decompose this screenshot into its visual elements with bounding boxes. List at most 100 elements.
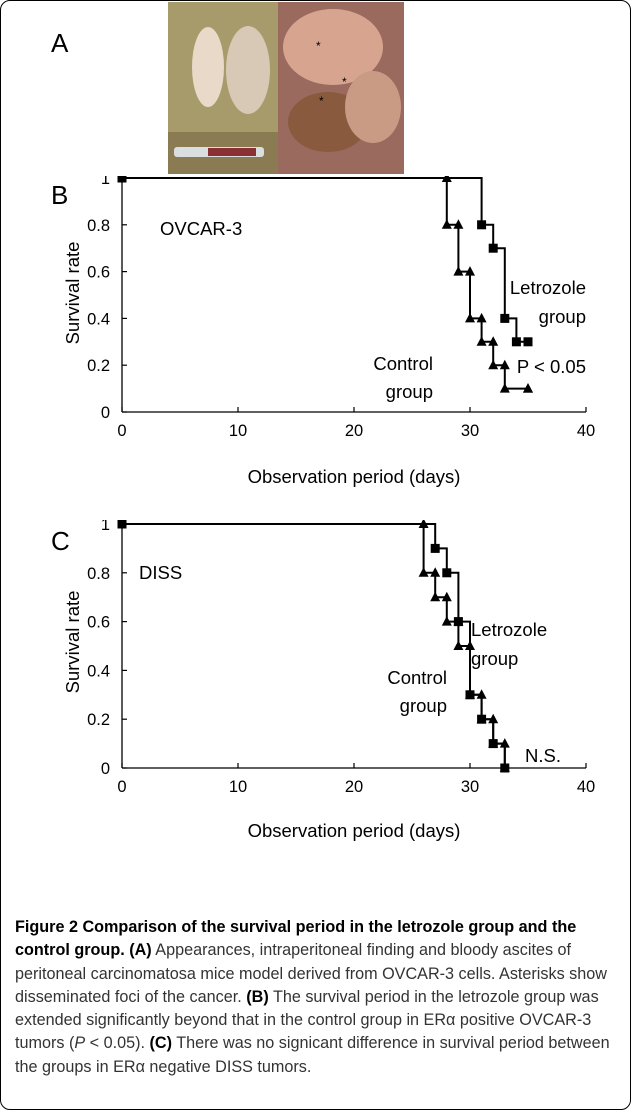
tumor-asterisk-2: * [342, 75, 347, 89]
annotation-2: Control [387, 667, 447, 688]
y-tick-label: 0.4 [87, 310, 110, 328]
data-point-control-group [499, 359, 510, 370]
caption-lead: Figure 2 Comparison of the survival peri… [15, 918, 577, 960]
y-axis-label: Survival rate [62, 591, 83, 694]
x-axis-label: Observation period (days) [248, 466, 461, 487]
mouse-1 [192, 27, 224, 107]
data-point-control-group [418, 567, 429, 577]
data-point-letrozole-group [500, 313, 510, 323]
series-line-letrozole-group [122, 523, 506, 768]
mouse-model-photo: * * * [168, 2, 404, 174]
caption-b-text-2: < 0.05). [85, 1034, 150, 1053]
data-point-letrozole-group [442, 568, 452, 578]
y-axis-label: Survival rate [62, 242, 83, 345]
y-tick-label: 0.8 [87, 217, 110, 235]
annotation-0: Letrozole [471, 619, 547, 640]
chart-title: DISS [139, 562, 182, 583]
data-point-letrozole-group [465, 690, 475, 700]
chart-b-ovcar3: 0 0.2 0.4 0.6 0.8 1 0 10 20 30 40 OVCAR-3 Survival r… [0, 176, 633, 506]
annotation-1: group [539, 306, 586, 327]
data-point-control-group [453, 219, 464, 229]
data-point-control-group [488, 336, 499, 346]
y-tick-label: 0.6 [87, 614, 110, 632]
data-point-letrozole-group [477, 220, 487, 230]
data-point-control-group [499, 383, 510, 393]
x-axis-label: Observation period (days) [248, 820, 461, 841]
data-point-letrozole-group [117, 176, 127, 183]
data-point-control-group [430, 591, 441, 602]
y-tick-label: 0.2 [87, 711, 110, 729]
tumor-asterisk-3: * [319, 94, 324, 108]
mouse-2 [226, 26, 270, 114]
caption-c-text: There was no signicant difference in sur… [15, 1034, 610, 1076]
caption-a-text: Appearances, intraperitoneal finding and… [15, 941, 607, 1006]
annotation-4: P < 0.05 [517, 356, 586, 377]
y-tick-label: 0.2 [87, 357, 110, 375]
x-tick-label: 10 [229, 422, 247, 440]
x-tick-label: 40 [577, 778, 595, 796]
data-point-control-group [441, 219, 452, 229]
x-tick-label: 30 [461, 422, 479, 440]
panel-label-b: B [51, 180, 69, 210]
chart-c-diss: 0 0.2 0.4 0.6 0.8 1 0 10 20 30 40 DISS Survival rate… [0, 520, 633, 860]
annotation-2: Control [373, 353, 433, 374]
data-point-control-group [430, 567, 441, 577]
data-point-letrozole-group [453, 617, 463, 627]
x-tick-label: 20 [345, 778, 363, 796]
x-tick-label: 10 [229, 778, 247, 796]
annotation-4: N.S. [525, 745, 561, 766]
data-point-control-group [441, 591, 452, 602]
y-tick-label: 0.6 [87, 264, 110, 282]
annotation-0: Letrozole [510, 277, 586, 298]
caption-b-p: P [74, 1034, 86, 1053]
data-point-control-group [488, 359, 499, 370]
annotation-1: group [471, 648, 518, 669]
data-point-letrozole-group [488, 243, 498, 253]
x-tick-label: 20 [345, 422, 363, 440]
data-point-letrozole-group [523, 337, 533, 347]
caption-c-label: (C) [149, 1034, 173, 1053]
data-point-letrozole-group [500, 763, 510, 773]
annotation-3: group [386, 381, 433, 402]
data-point-control-group [476, 336, 487, 346]
syringe-blood [208, 148, 256, 156]
x-tick-label: 0 [117, 778, 126, 796]
tumor-asterisk-1: * [316, 39, 321, 53]
data-point-letrozole-group [477, 714, 487, 724]
annotation-3: group [400, 695, 447, 716]
x-tick-label: 0 [117, 422, 126, 440]
data-point-letrozole-group [117, 520, 127, 529]
data-point-control-group [465, 266, 475, 276]
data-point-control-group [476, 312, 487, 323]
y-tick-label: 0.4 [87, 662, 110, 680]
x-tick-label: 40 [577, 422, 595, 440]
y-tick-label: 0 [101, 760, 110, 778]
caption-b-text-1: The survival period in the letrozole gro… [15, 987, 599, 1053]
y-tick-label: 1 [101, 520, 110, 534]
data-point-control-group [453, 266, 464, 276]
caption-a-label: (A) [129, 941, 152, 960]
data-point-control-group [453, 640, 464, 650]
peritoneum-area-1 [283, 9, 383, 85]
chart-title: OVCAR-3 [160, 218, 242, 239]
data-point-control-group [441, 616, 452, 626]
series-line-control-group [122, 177, 528, 390]
x-tick-label: 30 [461, 778, 479, 796]
panel-label-c: C [51, 526, 70, 556]
figure-caption: Figure 2 Comparison of the survival peri… [15, 916, 620, 1079]
data-point-control-group [465, 312, 475, 323]
panel-label-a: A [51, 28, 69, 58]
data-point-letrozole-group [511, 337, 521, 347]
data-point-letrozole-group [488, 739, 498, 749]
data-point-letrozole-group [430, 543, 440, 553]
caption-b-label: (B) [246, 987, 269, 1006]
peritoneum-area-3 [345, 71, 401, 143]
y-tick-label: 1 [101, 176, 110, 188]
y-tick-label: 0 [101, 404, 110, 422]
series-line-letrozole-group [122, 177, 528, 343]
data-point-control-group [523, 383, 533, 393]
y-tick-label: 0.8 [87, 565, 110, 583]
